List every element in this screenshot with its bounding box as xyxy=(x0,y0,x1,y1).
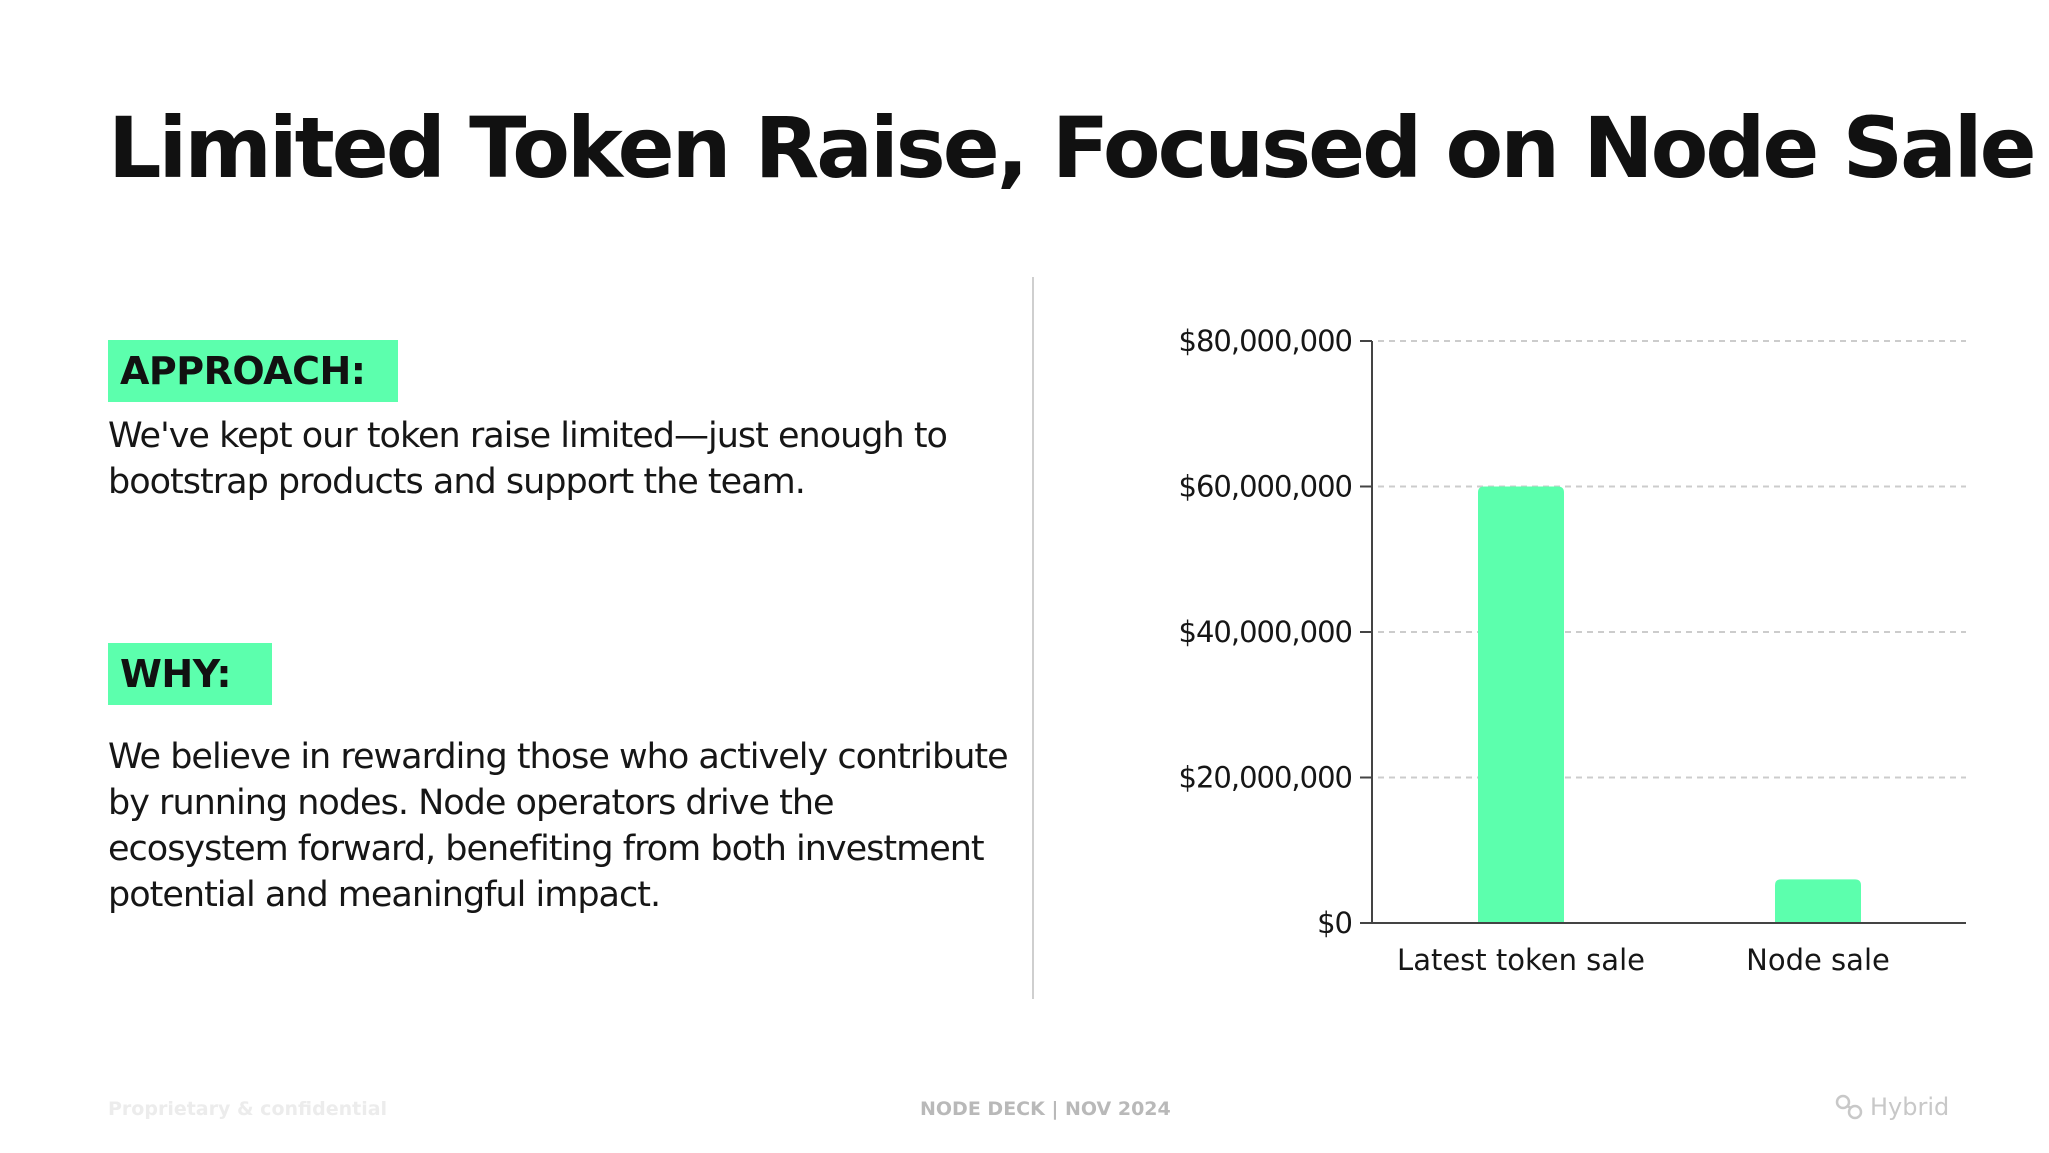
bar xyxy=(1478,486,1564,923)
hybrid-logo-icon xyxy=(1835,1094,1863,1120)
x-category-label: Latest token sale xyxy=(1397,943,1645,977)
deck-label: NODE DECK | NOV 2024 xyxy=(920,1098,1171,1120)
y-tick-label: $0 xyxy=(1317,906,1352,940)
axes xyxy=(1360,340,1966,924)
y-tick-label: $20,000,000 xyxy=(1179,761,1353,795)
y-tick-label: $60,000,000 xyxy=(1179,470,1353,504)
grid-lines xyxy=(1378,340,1966,779)
y-tick-label: $80,000,000 xyxy=(1179,324,1353,358)
y-tick-label: $40,000,000 xyxy=(1179,615,1353,649)
bar xyxy=(1775,879,1861,923)
bars xyxy=(1478,486,1861,923)
brand-logo: Hybrid xyxy=(1834,1093,1949,1121)
approach-label: APPROACH: xyxy=(108,340,398,402)
why-label: WHY: xyxy=(108,643,272,705)
tick-labels: $0 $20,000,000 $40,000,000 $60,000,000 $80,0… xyxy=(1179,324,1890,977)
why-text: We believe in rewarding those who active… xyxy=(108,737,1009,915)
slide-title: Limited Token Raise, Focused on Node Sal… xyxy=(108,99,2037,197)
x-category-label: Node sale xyxy=(1746,943,1890,977)
confidential-note: Proprietary & confidential xyxy=(108,1098,388,1120)
brand-name: Hybrid xyxy=(1870,1093,1950,1121)
approach-text: We've kept our token raise limited—just … xyxy=(108,416,948,502)
column-divider xyxy=(1032,277,1034,999)
